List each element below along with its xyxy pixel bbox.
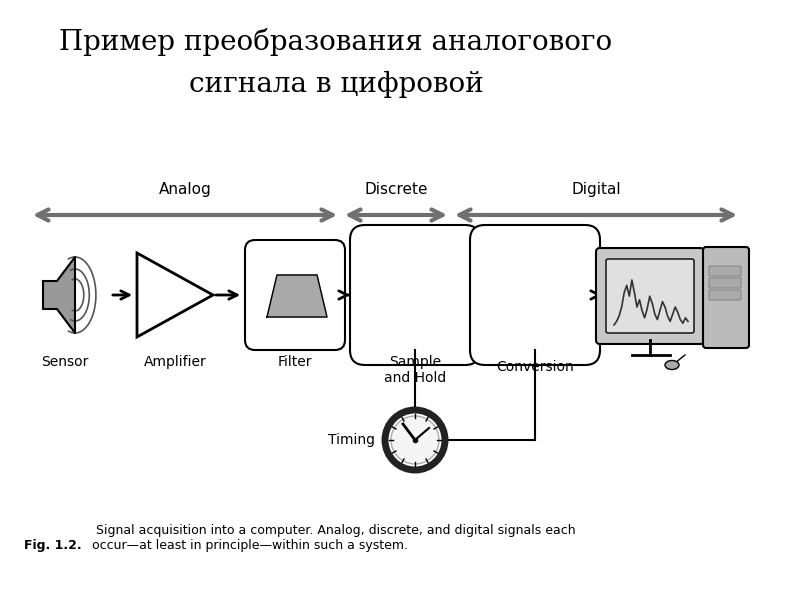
Text: Пример преобразования аналогового: Пример преобразования аналогового <box>59 28 613 56</box>
Text: Fig. 1.2.: Fig. 1.2. <box>24 539 82 552</box>
Polygon shape <box>43 257 75 333</box>
Text: Sample
and Hold: Sample and Hold <box>384 355 446 385</box>
FancyBboxPatch shape <box>703 247 749 348</box>
Circle shape <box>385 410 445 470</box>
Text: Filter: Filter <box>278 355 312 369</box>
Polygon shape <box>267 275 327 317</box>
FancyBboxPatch shape <box>606 259 694 333</box>
FancyBboxPatch shape <box>245 240 345 350</box>
Text: сигнала в цифровой: сигнала в цифровой <box>189 70 483 98</box>
Text: Signal acquisition into a computer. Analog, discrete, and digital signals each
o: Signal acquisition into a computer. Anal… <box>92 524 576 552</box>
Circle shape <box>391 416 439 464</box>
Text: Sensor: Sensor <box>42 355 89 369</box>
Ellipse shape <box>665 361 679 370</box>
Text: Timing: Timing <box>328 433 375 447</box>
Text: Amplifier: Amplifier <box>144 355 206 369</box>
FancyBboxPatch shape <box>709 266 741 276</box>
Text: Discrete: Discrete <box>364 182 428 197</box>
FancyBboxPatch shape <box>709 278 741 288</box>
Text: Digital: Digital <box>571 182 621 197</box>
FancyBboxPatch shape <box>596 248 704 344</box>
FancyBboxPatch shape <box>470 225 600 365</box>
FancyBboxPatch shape <box>350 225 480 365</box>
FancyBboxPatch shape <box>709 290 741 300</box>
Text: Conversion: Conversion <box>496 360 574 374</box>
Text: Analog: Analog <box>158 182 211 197</box>
